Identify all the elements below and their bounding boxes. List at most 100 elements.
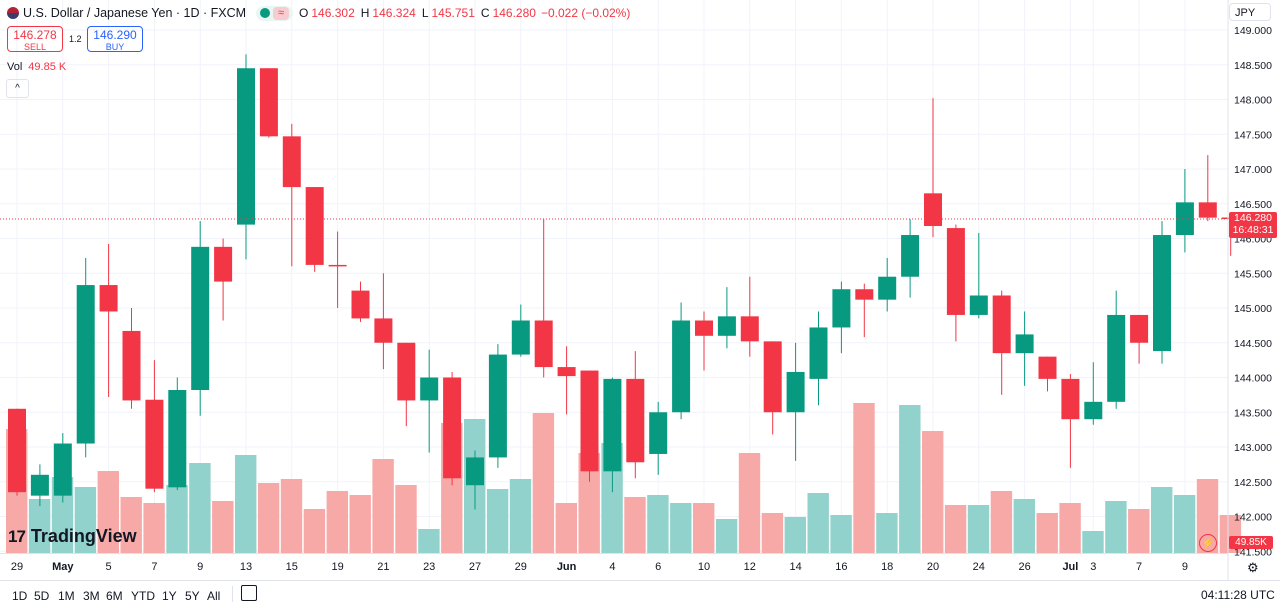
candle [763,341,782,435]
toolbar-divider [232,586,233,602]
time-tick-label: 21 [377,561,389,573]
volume-bar [303,509,326,553]
low-label: L [421,6,429,20]
tradingview-logo-text: TradingView [30,526,137,546]
candle [305,187,324,272]
candle [122,308,141,409]
market-status[interactable]: ≈ [256,5,294,21]
collapse-legend-button[interactable]: ^ [6,79,29,98]
volume-bar [1173,495,1196,553]
price-tick-label: 142.500 [1234,477,1272,489]
candle [214,238,233,321]
range-3m[interactable]: 3M [83,589,100,603]
candle-body [30,474,49,496]
price-chart[interactable]: 149.000 148.500 148.000 147.500 147.000 146.5… [0,0,1280,580]
candle-body [237,68,255,225]
volume-bar [418,529,440,553]
symbol-title[interactable]: U.S. Dollar / Japanese Yen · 1D · FXCM [23,6,247,20]
time-axis[interactable]: 29 May 5 7 9 13 15 19 21 23 27 29 Jun 4 6 10 12 14 16 18 20 2… [11,561,1188,573]
price-tick-label: 147.500 [1234,129,1272,141]
time-tick-label: 24 [973,561,985,573]
tradingview-logo[interactable]: 17 TradingView [8,526,137,547]
candle [1015,311,1034,386]
candle [901,219,920,298]
volume-bar [1128,509,1150,553]
price-tick-label: 141.500 [1234,546,1272,558]
calendar-icon[interactable] [241,585,257,601]
range-ytd[interactable]: YTD [131,589,155,603]
us-flag-icon [7,7,19,19]
volume-bar [28,499,51,553]
time-tick-label: 18 [881,561,893,573]
market-open-icon [260,8,271,18]
time-tick-label: 16 [835,561,847,573]
candle-body [557,367,576,377]
candle-body [649,412,668,454]
candle [443,371,462,486]
volume-bar [967,505,990,553]
last-price-tag: 146.280 16:48:31 [1229,212,1277,238]
volume-bar [74,487,97,553]
candle [534,219,553,378]
candle-body [214,246,233,282]
range-all[interactable]: All [207,589,221,603]
range-6m[interactable]: 6M [106,589,123,603]
range-5d[interactable]: 5D [34,589,50,603]
volume-bar [372,459,394,553]
close-label: C [480,6,490,20]
sell-button[interactable]: 146.278 SELL [7,26,63,52]
range-1y[interactable]: 1Y [162,589,177,603]
candle-body [969,295,988,315]
candle-body [603,378,622,472]
bar-countdown: 16:48:31 [1232,224,1274,236]
time-tick-label: 12 [744,561,756,573]
time-tick-label: 23 [423,561,435,573]
lightning-icon[interactable]: ⚡ [1199,534,1217,552]
time-tick-label: 6 [655,561,661,573]
candlesticks [8,54,1240,510]
currency-selector[interactable]: JPY [1229,3,1271,21]
candle-body [1038,356,1057,379]
candle-body [717,316,736,336]
utc-clock[interactable]: 04:11:28 UTC [1201,588,1275,602]
candle-body [832,289,851,328]
bottom-toolbar: 1D 5D 1M 3M 6M YTD 1Y 5Y All [0,580,1280,608]
volume-bar [486,489,509,553]
candle-body [946,228,965,315]
time-tick-label: 19 [331,561,343,573]
buy-button[interactable]: 146.290 BUY [87,26,143,52]
candle-body [695,320,713,336]
volume-bar [257,483,280,553]
candle [969,232,988,319]
volume-legend: Vol 49.85 K [7,61,66,73]
candle [328,231,347,308]
candle-body [305,187,324,265]
volume-bar [235,455,257,553]
candle [1153,221,1171,364]
candle-body [443,377,462,479]
range-1d[interactable]: 1D [12,589,28,603]
range-5y[interactable]: 5Y [185,589,200,603]
price-tick-label: 144.500 [1234,338,1272,350]
candle-body [53,443,72,496]
high-label: H [360,6,370,20]
time-tick-label: 29 [11,561,23,573]
volume-bar [1036,513,1058,553]
last-volume-tag: 49.85K [1229,536,1273,549]
open-value: 146.302 [311,6,355,20]
candle [992,290,1011,395]
gear-icon[interactable]: ⚙ [1247,560,1259,575]
candle [672,302,691,420]
range-1m[interactable]: 1M [58,589,75,603]
sell-price: 146.278 [13,28,57,42]
candle-body [145,399,164,489]
candle-body [122,330,141,401]
volume-value: 49.85 K [28,61,67,73]
candle [374,273,393,370]
low-value: 145.751 [431,6,475,20]
time-tick-label: 7 [1136,561,1142,573]
candle-body [878,276,897,300]
price-axis[interactable]: 149.000 148.500 148.000 147.500 147.000 146.5… [1234,25,1272,558]
candle [649,401,668,475]
candle [53,433,72,503]
